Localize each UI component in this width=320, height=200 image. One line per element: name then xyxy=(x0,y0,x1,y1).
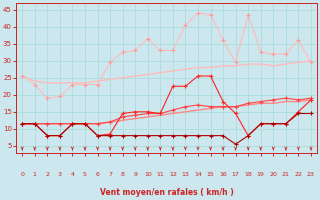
X-axis label: Vent moyen/en rafales ( km/h ): Vent moyen/en rafales ( km/h ) xyxy=(100,188,234,197)
